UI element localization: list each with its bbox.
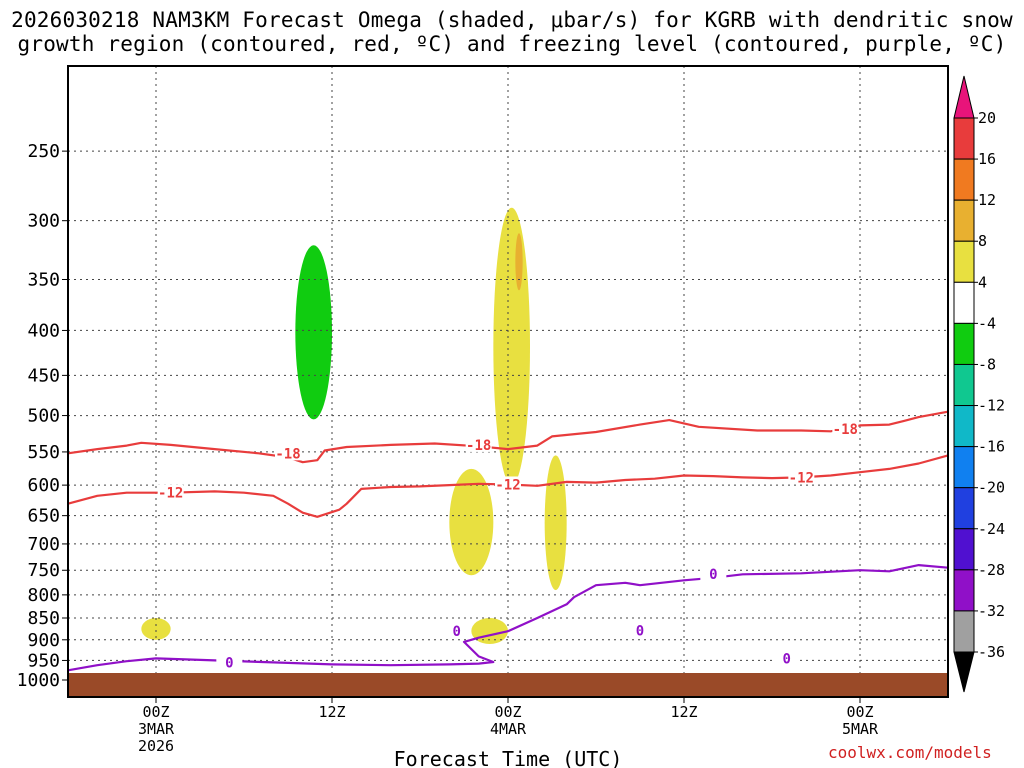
omega-region-5 <box>141 617 171 640</box>
x-tick-label-48: 00Z <box>846 703 873 721</box>
colorbar-bin-3 <box>953 199 975 242</box>
x-tick-label-24: 00Z <box>494 703 521 721</box>
y-tick-label-350: 350 <box>27 269 60 290</box>
colorbar-bin-2 <box>953 158 975 201</box>
contour-label-5: -12 <box>789 470 814 486</box>
colorbar-bottom-arrow <box>953 651 975 693</box>
colorbar-bin-11 <box>953 528 975 571</box>
y-tick-label-400: 400 <box>27 320 60 341</box>
colorbar-bin-7 <box>953 363 975 407</box>
contour-label-8: 0 <box>636 623 644 639</box>
contour-2 <box>67 564 949 672</box>
contour-label-bg-8 <box>627 622 653 638</box>
y-tick-label-550: 550 <box>27 442 60 463</box>
chart-title-line2: growth region (contoured, red, ºC) and f… <box>17 32 1007 56</box>
contour-label-bg-4 <box>495 476 521 492</box>
contour-label-4: -12 <box>495 477 520 493</box>
y-tick-label-700: 700 <box>27 534 60 555</box>
colorbar-label-11: -28 <box>978 561 1005 579</box>
colorbar: 20 16 12 8 4 -4 -8 -12 -16 -20 -24 -28 -32 -36 <box>953 75 1005 693</box>
y-tick-label-850: 850 <box>27 608 60 629</box>
omega-region-3 <box>449 468 494 576</box>
ground-surface <box>68 673 948 697</box>
x-tick-sub1-48: 5MAR <box>842 720 879 738</box>
contour-label-bg-1 <box>465 436 492 452</box>
contour-label-bg-5 <box>788 469 815 485</box>
y-tick-label-600: 600 <box>27 475 60 496</box>
colorbar-label-12: -32 <box>978 602 1005 620</box>
y-tick-label-500: 500 <box>27 406 60 427</box>
y-tick-label-250: 250 <box>27 141 60 162</box>
x-tick-label-36: 12Z <box>670 703 697 721</box>
contour-label-1: -18 <box>466 438 491 454</box>
x-tick-label-12: 12Z <box>318 703 345 721</box>
colorbar-label-8: -16 <box>978 438 1005 456</box>
y-tick-label-750: 750 <box>27 560 60 581</box>
contour-layer: -18 -18 -18 -12 -12 -12 0 0 0 0 0 <box>67 410 949 672</box>
colorbar-label-13: -36 <box>978 643 1005 661</box>
contour-label-bg-9 <box>700 565 727 581</box>
y-tick-label-650: 650 <box>27 506 60 527</box>
omega-region-2 <box>515 233 523 291</box>
contour-label-9: 0 <box>709 567 717 583</box>
x-tick-sub2-0: 2026 <box>138 737 174 755</box>
colorbar-label-10: -24 <box>978 520 1005 538</box>
omega-region-0 <box>295 245 332 420</box>
colorbar-bin-9 <box>953 446 975 489</box>
y-tick-label-1000: 1000 <box>17 670 60 691</box>
contour-label-bg-6 <box>216 654 243 670</box>
y-tick-label-300: 300 <box>27 211 60 232</box>
colorbar-bin-13 <box>953 610 975 653</box>
credit-text: coolwx.com/models <box>828 743 992 762</box>
colorbar-bin-12 <box>953 569 975 612</box>
colorbar-label-1: 16 <box>978 150 996 168</box>
contour-label-bg-3 <box>157 484 184 500</box>
colorbar-bin-10 <box>953 487 975 530</box>
contour-label-7: 0 <box>452 624 460 640</box>
colorbar-label-0: 20 <box>978 109 996 127</box>
colorbar-label-6: -8 <box>978 355 996 373</box>
contour-label-bg-10 <box>773 650 800 666</box>
colorbar-top-arrow <box>953 75 975 119</box>
contour-label-2: -18 <box>833 422 858 438</box>
colorbar-label-4: 4 <box>978 273 987 291</box>
colorbar-label-3: 8 <box>978 232 987 250</box>
colorbar-label-2: 12 <box>978 191 996 209</box>
contour-label-bg-7 <box>443 623 470 639</box>
colorbar-bin-5 <box>953 281 975 324</box>
colorbar-label-7: -12 <box>978 397 1005 415</box>
omega-shading-layer <box>141 207 567 645</box>
colorbar-bin-1 <box>953 117 975 160</box>
colorbar-bin-6 <box>953 322 975 365</box>
y-tick-label-450: 450 <box>27 365 60 386</box>
y-tick-label-800: 800 <box>27 585 60 606</box>
colorbar-label-5: -4 <box>978 314 996 332</box>
colorbar-bin-4 <box>953 240 975 283</box>
colorbar-label-9: -20 <box>978 479 1005 497</box>
y-tick-label-900: 900 <box>27 630 60 651</box>
contour-label-0: -18 <box>275 446 300 462</box>
x-tick-sub1-24: 4MAR <box>490 720 527 738</box>
contour-label-bg-2 <box>832 421 859 437</box>
x-axis-label: Forecast Time (UTC) <box>394 747 623 768</box>
omega-region-4 <box>544 455 567 591</box>
x-tick-sub1-0: 3MAR <box>138 720 175 738</box>
chart-title-line1: 2026030218 NAM3KM Forecast Omega (shaded… <box>11 8 1013 32</box>
contour-label-bg-0 <box>275 445 301 461</box>
y-tick-label-950: 950 <box>27 650 60 671</box>
omega-region-1 <box>493 207 530 486</box>
y-axis: 2503003504004505005506006507007508008509… <box>17 141 68 691</box>
x-tick-label-0: 00Z <box>142 703 169 721</box>
colorbar-bin-8 <box>953 405 975 448</box>
contour-label-3: -12 <box>158 486 183 502</box>
contour-label-6: 0 <box>225 655 233 671</box>
contour-label-10: 0 <box>782 651 790 667</box>
